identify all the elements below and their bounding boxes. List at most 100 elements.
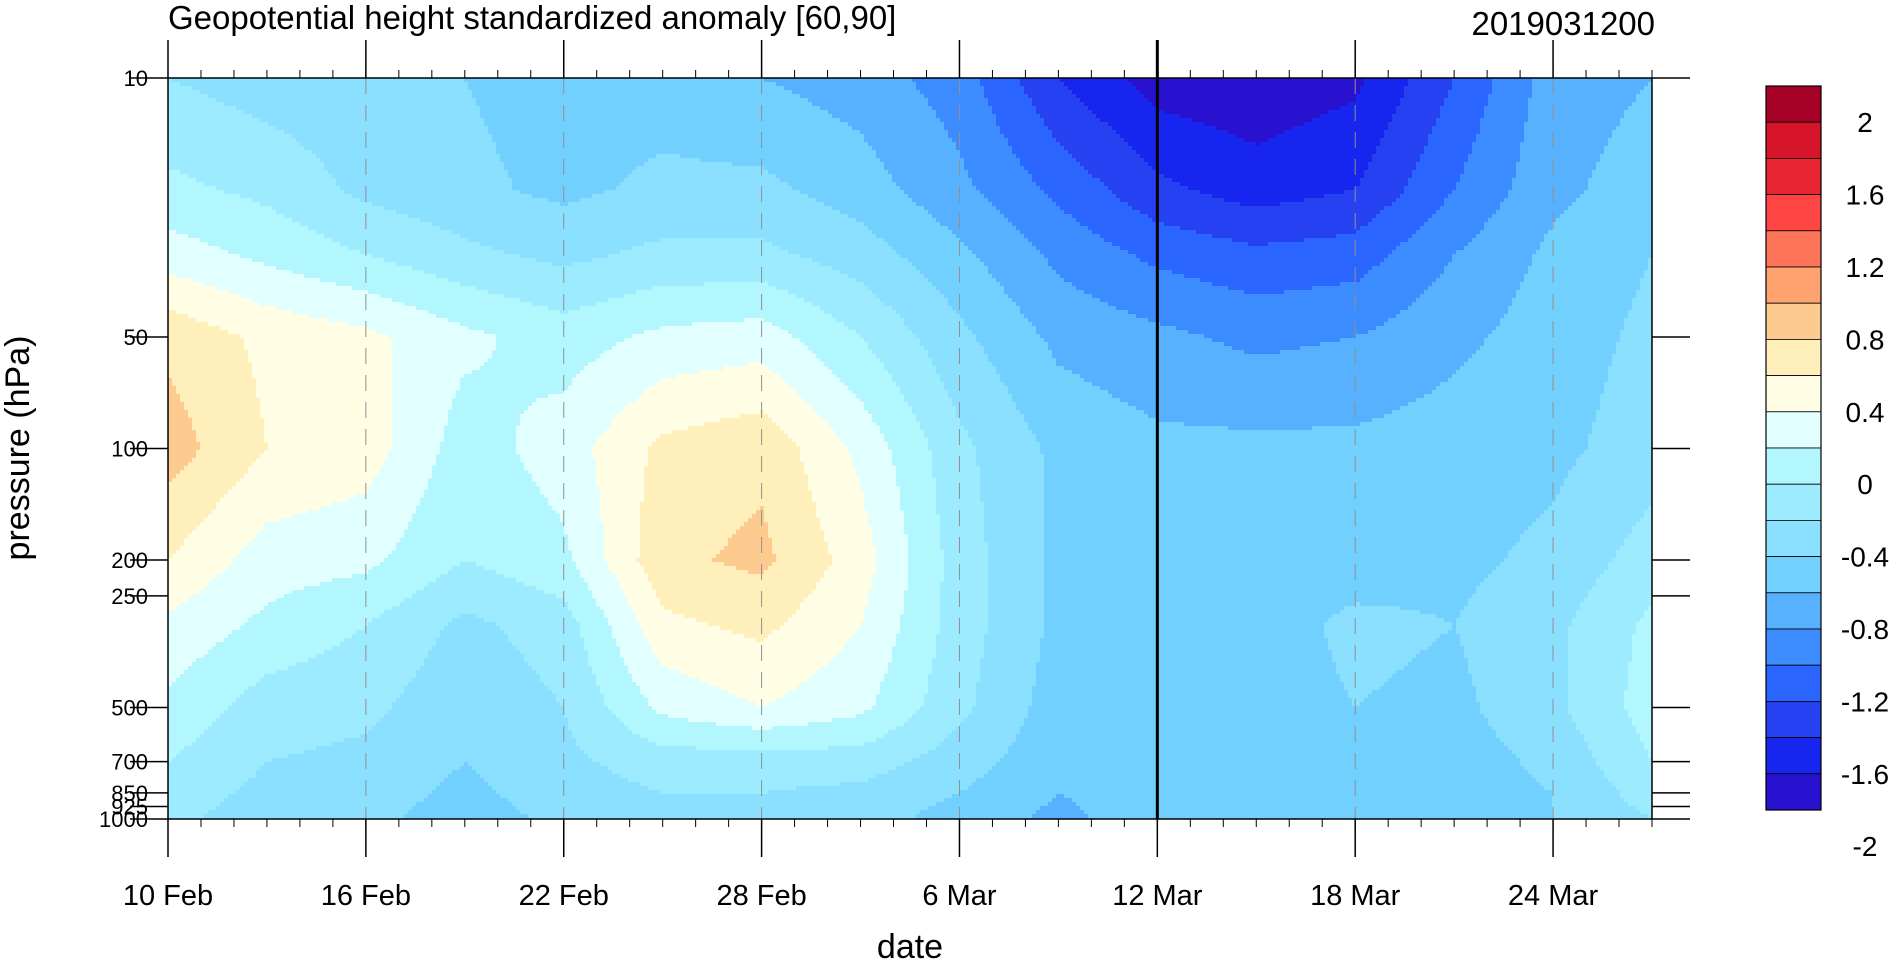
anomaly-cell (1592, 86, 1597, 91)
anomaly-cell (1584, 102, 1589, 107)
anomaly-cell (972, 86, 977, 91)
anomaly-cell (580, 102, 585, 107)
anomaly-cell (988, 102, 993, 107)
anomaly-cell (1256, 90, 1261, 95)
anomaly-cell (752, 90, 757, 95)
anomaly-cell (340, 82, 345, 87)
anomaly-cell (1468, 90, 1473, 95)
anomaly-cell (176, 90, 181, 95)
anomaly-cell (820, 82, 825, 87)
anomaly-cell (1404, 90, 1409, 95)
anomaly-cell (1356, 82, 1361, 87)
contour-layer (168, 78, 1653, 823)
anomaly-cell (1492, 90, 1497, 95)
anomaly-cell (212, 82, 217, 87)
anomaly-cell (256, 90, 261, 95)
anomaly-cell (1548, 82, 1553, 87)
anomaly-cell (1536, 86, 1541, 91)
anomaly-cell (1580, 94, 1585, 99)
anomaly-cell (644, 82, 649, 87)
anomaly-cell (980, 86, 985, 91)
anomaly-cell (1312, 102, 1317, 107)
anomaly-cell (1420, 102, 1425, 107)
anomaly-cell (332, 82, 337, 87)
anomaly-cell (288, 98, 293, 103)
anomaly-cell (696, 82, 701, 87)
anomaly-cell (688, 94, 693, 99)
anomaly-cell (1624, 102, 1629, 107)
anomaly-cell (1108, 98, 1113, 103)
anomaly-cell (388, 106, 393, 111)
anomaly-cell (1076, 98, 1081, 103)
anomaly-cell (712, 90, 717, 95)
anomaly-cell (1160, 86, 1165, 91)
anomaly-cell (1296, 86, 1301, 91)
anomaly-cell (572, 102, 577, 107)
anomaly-cell (688, 86, 693, 91)
anomaly-cell (880, 102, 885, 107)
anomaly-cell (344, 94, 349, 99)
anomaly-cell (1516, 94, 1521, 99)
anomaly-cell (456, 90, 461, 95)
anomaly-cell (1048, 98, 1053, 103)
anomaly-cell (904, 98, 909, 103)
anomaly-cell (1160, 94, 1165, 99)
anomaly-cell (432, 102, 437, 107)
anomaly-cell (516, 94, 521, 99)
anomaly-cell (992, 94, 997, 99)
anomaly-cell (660, 102, 665, 107)
anomaly-cell (572, 98, 577, 103)
anomaly-cell (1104, 102, 1109, 107)
anomaly-cell (188, 90, 193, 95)
anomaly-cell (1124, 90, 1129, 95)
anomaly-cell (1600, 98, 1605, 103)
anomaly-cell (1320, 98, 1325, 103)
anomaly-cell (752, 102, 757, 107)
anomaly-cell (456, 86, 461, 91)
anomaly-cell (832, 98, 837, 103)
anomaly-cell (1056, 98, 1061, 103)
anomaly-cell (1276, 102, 1281, 107)
anomaly-cell (516, 82, 521, 87)
anomaly-cell (972, 98, 977, 103)
anomaly-cell (984, 98, 989, 103)
anomaly-cell (728, 94, 733, 99)
anomaly-cell (948, 90, 953, 95)
anomaly-cell (1064, 94, 1069, 99)
anomaly-cell (692, 102, 697, 107)
anomaly-cell (1396, 86, 1401, 91)
anomaly-cell (1528, 102, 1533, 107)
anomaly-cell (1132, 94, 1137, 99)
anomaly-cell (1508, 86, 1513, 91)
anomaly-cell (468, 94, 473, 99)
anomaly-cell (556, 102, 561, 107)
anomaly-cell (292, 94, 297, 99)
anomaly-cell (416, 82, 421, 87)
anomaly-cell (1192, 98, 1197, 103)
anomaly-cell (884, 86, 889, 91)
anomaly-cell (1284, 94, 1289, 99)
anomaly-cell (364, 94, 369, 99)
anomaly-cell (1176, 102, 1181, 107)
anomaly-cell (1456, 94, 1461, 99)
anomaly-cell (224, 90, 229, 95)
anomaly-cell (1568, 102, 1573, 107)
anomaly-cell (376, 90, 381, 95)
anomaly-cell (1240, 94, 1245, 99)
anomaly-cell (1548, 102, 1553, 107)
anomaly-cell (1092, 98, 1097, 103)
anomaly-cell (368, 90, 373, 95)
anomaly-cell (216, 98, 221, 103)
anomaly-cell (628, 82, 633, 87)
anomaly-cell (356, 94, 361, 99)
anomaly-cell (1228, 86, 1233, 91)
anomaly-cell (1028, 94, 1033, 99)
anomaly-cell (420, 94, 425, 99)
anomaly-cell (476, 94, 481, 99)
anomaly-cell (1440, 98, 1445, 103)
anomaly-cell (372, 102, 377, 107)
anomaly-cell (1368, 102, 1373, 107)
anomaly-cell (1144, 102, 1149, 107)
anomaly-cell (920, 82, 925, 87)
